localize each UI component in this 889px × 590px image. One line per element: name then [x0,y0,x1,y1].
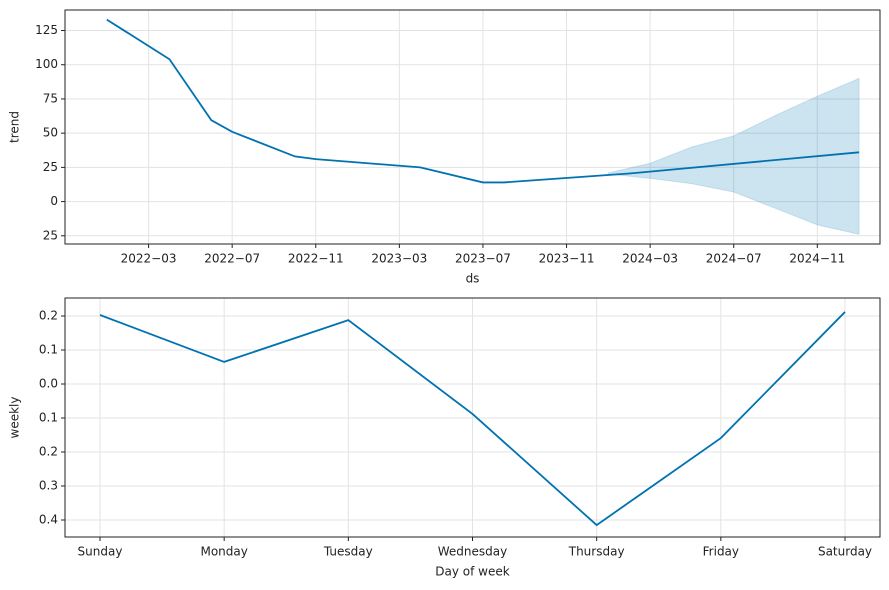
y-tick-label: 125 [35,23,58,37]
plot-frame [64,9,881,245]
x-tick-label: 2022−07 [204,252,260,266]
trend-line [106,18,860,184]
x-tick-label: Tuesday [323,545,373,559]
x-tick-label: Friday [703,545,739,559]
x-axis-label: ds [466,272,480,286]
x-tick-label: Monday [200,545,247,559]
x-tick-label: Sunday [78,545,123,559]
x-tick-label: Wednesday [438,545,507,559]
uncertainty-band [607,77,860,236]
trend-line [99,311,846,527]
y-tick-label: 0.1 [39,411,58,425]
y-tick-label: 0.1 [39,343,58,357]
x-tick-label: 2023−07 [455,252,511,266]
y-tick-label: 0.2 [39,445,58,459]
y-tick-label: 0.4 [39,513,58,527]
x-tick-label: 2024−03 [622,252,678,266]
x-axis-label: Day of week [435,565,509,579]
x-tick-label: 2022−03 [121,252,177,266]
y-tick-label: 25 [43,228,58,242]
plot-frame [64,297,881,538]
y-tick-label: 0.2 [39,309,58,323]
y-tick-label: 0 [50,194,58,208]
y-tick-label: 50 [43,126,58,140]
x-tick-label: 2022−11 [288,252,344,266]
y-axis-label: trend [8,111,22,143]
y-tick-label: 0.3 [39,479,58,493]
x-tick-label: Thursday [568,545,625,559]
x-tick-label: 2024−07 [706,252,762,266]
y-tick-label: 25 [43,160,58,174]
x-tick-label: Saturday [818,545,872,559]
x-tick-label: 2024−11 [789,252,845,266]
y-tick-label: 100 [35,57,58,71]
y-tick-label: 0.0 [39,377,58,391]
x-tick-label: 2023−03 [371,252,427,266]
y-tick-label: 75 [43,91,58,105]
x-tick-label: 2023−11 [539,252,595,266]
y-axis-label: weekly [8,397,22,439]
